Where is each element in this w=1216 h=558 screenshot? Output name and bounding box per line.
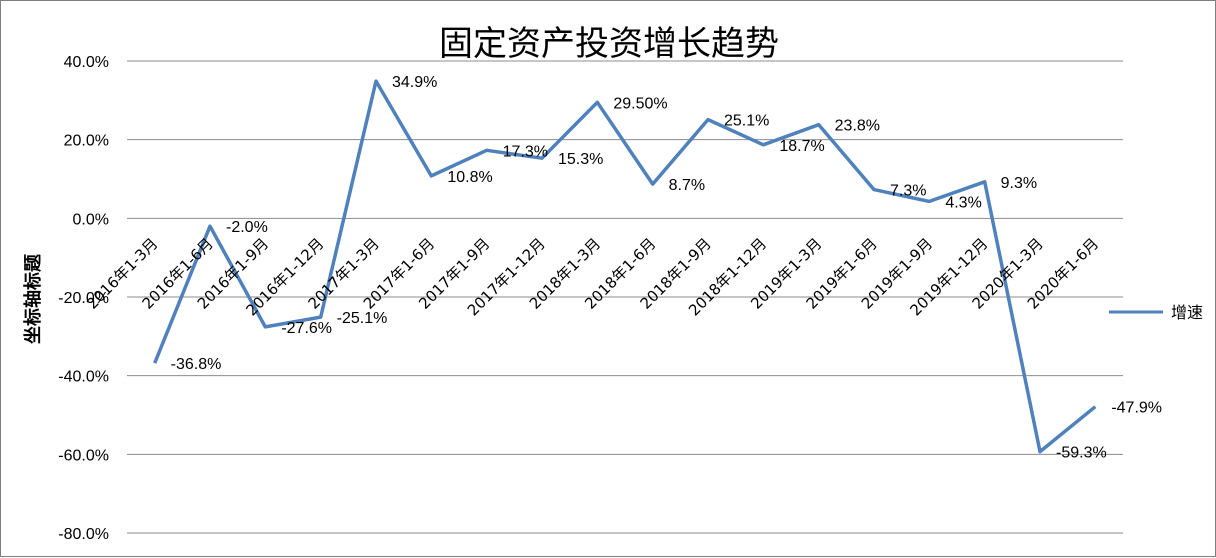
data-label: 8.7%: [669, 177, 705, 194]
gridlines: [127, 60, 1123, 534]
data-label: 10.8%: [447, 169, 492, 186]
y-tick-label: 40.0%: [64, 54, 109, 71]
y-tick-label: 20.0%: [64, 133, 109, 150]
y-tick-label: 0.0%: [73, 211, 109, 228]
y-tick-label: -40.0%: [58, 369, 109, 386]
data-label: -36.8%: [171, 356, 222, 373]
y-tick-label: -80.0%: [58, 526, 109, 543]
data-label: 34.9%: [392, 74, 437, 91]
y-axis-title: 坐标轴标题: [22, 253, 44, 344]
data-label: 18.7%: [779, 138, 824, 155]
data-label: 7.3%: [890, 183, 926, 200]
data-label: 4.3%: [945, 194, 981, 211]
series-line: [153, 79, 1097, 454]
series-line-layer: [153, 79, 1097, 454]
data-label: 29.50%: [613, 95, 667, 112]
chart-title: 固定资产投资增长趋势: [439, 24, 779, 64]
data-label: -27.6%: [281, 320, 332, 337]
data-label: -2.0%: [226, 219, 268, 236]
y-axis-ticks: 40.0% 20.0% 0.0% -20.0% -40.0% -60.0% -80.0%: [58, 54, 109, 543]
data-label: 15.3%: [558, 151, 603, 168]
y-tick-label: -60.0%: [58, 447, 109, 464]
data-label: -25.1%: [337, 310, 388, 327]
legend-label: 增速: [1171, 303, 1203, 322]
data-label: -59.3%: [1056, 445, 1107, 462]
legend: 增速: [1109, 303, 1203, 322]
y-tick-label: -20.0%: [58, 290, 109, 307]
data-label: -47.9%: [1111, 400, 1162, 417]
data-label: 23.8%: [835, 118, 880, 135]
data-label: 25.1%: [724, 113, 769, 130]
data-labels: -36.8% -2.0% -27.6% -25.1% 34.9% 10.8% 17.3% 15…: [171, 74, 1162, 462]
data-label: 17.3%: [503, 143, 548, 160]
data-label: 9.3%: [1001, 175, 1037, 192]
x-axis-category-labels: 2016年1-3月2016年1-6月2016年1-9月2016年1-12月201…: [83, 234, 1102, 319]
